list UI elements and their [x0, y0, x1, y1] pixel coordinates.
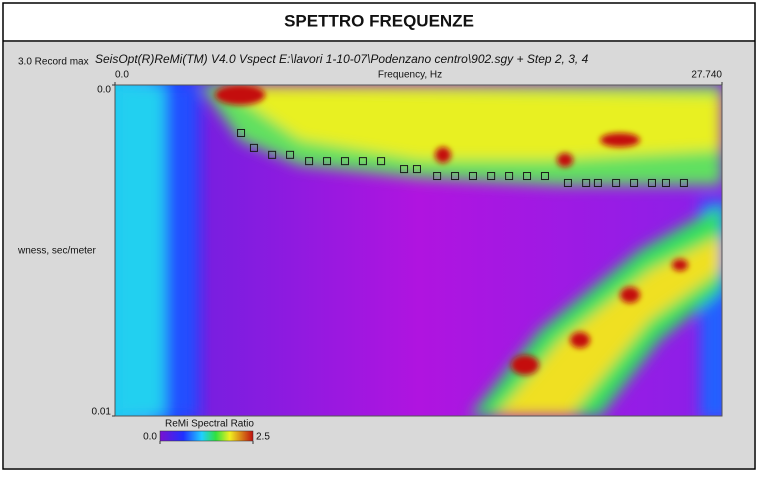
y-tick-label: 0.01	[92, 407, 112, 418]
plot-border	[114, 84, 723, 417]
pick-point	[612, 178, 621, 187]
pick-point	[647, 178, 656, 187]
pick-point	[593, 178, 602, 187]
x-tick-label: 27.740	[691, 70, 722, 81]
pick-point	[237, 128, 246, 137]
colorbar-label: ReMi Spectral Ratio	[165, 419, 254, 430]
pick-point	[487, 172, 496, 181]
pick-point	[340, 157, 349, 166]
colorbar-tick-label: 0.0	[143, 432, 157, 443]
heatmap	[115, 85, 722, 416]
pick-point	[249, 143, 258, 152]
pick-point	[505, 172, 514, 181]
pick-point	[305, 157, 314, 166]
pick-point	[433, 172, 442, 181]
annotation: 3.0 Record max	[18, 57, 89, 68]
pick-point	[582, 178, 591, 187]
y-axis-label: wness, sec/meter	[17, 246, 96, 257]
pick-point	[400, 165, 409, 174]
subtitle: SeisOpt(R)ReMi(TM) V4.0 Vspect E:\lavori…	[95, 52, 589, 66]
y-tick-label: 0.0	[97, 85, 111, 96]
pick-point	[377, 157, 386, 166]
pick-point	[412, 165, 421, 174]
pick-point	[268, 150, 277, 159]
pick-point	[563, 178, 572, 187]
pick-point	[661, 178, 670, 187]
colorbar-scale	[159, 430, 254, 442]
pick-point	[451, 172, 460, 181]
pick-point	[523, 172, 532, 181]
pick-point	[630, 178, 639, 187]
x-axis-label: Frequency, Hz	[378, 70, 442, 81]
pick-point	[323, 157, 332, 166]
colorbar-tick-label: 2.5	[256, 432, 270, 443]
colorbar: ReMi Spectral Ratio	[159, 419, 254, 442]
x-tick-label: 0.0	[115, 70, 129, 81]
pick-point	[358, 157, 367, 166]
title: SPETTRO FREQUENZE	[284, 11, 474, 30]
pick-point	[468, 172, 477, 181]
pick-point	[540, 172, 549, 181]
pick-point	[679, 178, 688, 187]
pick-point	[286, 150, 295, 159]
